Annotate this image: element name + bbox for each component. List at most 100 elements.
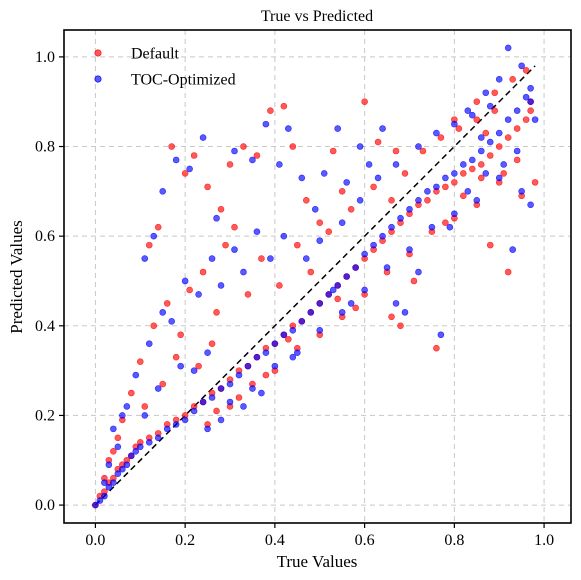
- chart-title: True vs Predicted: [261, 8, 373, 25]
- reference-line: [94, 65, 536, 506]
- data-point: [486, 241, 494, 249]
- data-point: [424, 197, 431, 204]
- data-point: [128, 452, 135, 460]
- data-point: [262, 349, 270, 356]
- data-point: [168, 318, 175, 325]
- data-point: [401, 170, 409, 177]
- data-point: [482, 89, 490, 97]
- data-point: [334, 295, 341, 303]
- legend-label: TOC-Optimized: [131, 72, 236, 89]
- data-point: [172, 156, 180, 164]
- data-point: [136, 358, 144, 365]
- data-point: [276, 282, 283, 289]
- data-point: [446, 223, 454, 231]
- data-point: [163, 300, 171, 307]
- data-point: [522, 116, 530, 123]
- data-point: [145, 439, 153, 446]
- data-point: [527, 98, 534, 106]
- data-point: [235, 394, 243, 401]
- data-point: [271, 340, 279, 348]
- data-point: [415, 268, 422, 276]
- data-point: [406, 246, 413, 253]
- data-point: [334, 125, 341, 132]
- data-point: [509, 246, 516, 253]
- data-point: [253, 353, 261, 361]
- data-point: [338, 188, 346, 195]
- data-point: [235, 371, 243, 379]
- data-point: [168, 143, 175, 150]
- data-point: [415, 197, 422, 204]
- x-tick-label: 0.0: [85, 532, 105, 549]
- data-point: [531, 116, 539, 123]
- data-point: [460, 170, 467, 177]
- data-point: [468, 165, 476, 173]
- data-point: [370, 241, 377, 249]
- legend-marker: [94, 49, 102, 57]
- data-point: [361, 286, 368, 294]
- y-tick-label: 1.0: [35, 49, 55, 66]
- data-point: [388, 313, 395, 321]
- data-point: [442, 183, 449, 191]
- data-point: [504, 44, 512, 52]
- data-point: [132, 447, 140, 455]
- data-point: [486, 102, 494, 110]
- data-point: [105, 461, 113, 469]
- data-point: [244, 291, 252, 298]
- y-tick-label: 0.0: [35, 497, 55, 514]
- data-point: [451, 210, 458, 218]
- data-point: [473, 98, 481, 106]
- data-point: [316, 300, 324, 307]
- data-point: [199, 134, 207, 141]
- data-point: [289, 326, 297, 334]
- data-point: [145, 241, 153, 249]
- data-point: [249, 385, 256, 392]
- data-point: [289, 143, 297, 150]
- data-point: [271, 362, 279, 370]
- data-point: [244, 362, 252, 370]
- data-point: [231, 147, 238, 155]
- data-point: [356, 197, 364, 204]
- data-point: [460, 161, 467, 168]
- data-point: [96, 497, 104, 504]
- data-point: [352, 264, 359, 271]
- data-point: [424, 188, 431, 195]
- data-point: [298, 318, 306, 325]
- data-point: [217, 416, 225, 424]
- data-point: [513, 107, 521, 114]
- data-point: [240, 403, 247, 410]
- data-point: [145, 340, 153, 348]
- data-point: [468, 111, 476, 119]
- data-point: [468, 156, 476, 164]
- data-point: [213, 214, 220, 222]
- data-point: [347, 300, 355, 307]
- data-point: [527, 201, 534, 209]
- data-point: [428, 223, 436, 231]
- data-point: [397, 322, 404, 330]
- data-point: [495, 76, 503, 83]
- data-point: [451, 120, 458, 128]
- data-point: [208, 394, 216, 401]
- data-point: [186, 286, 193, 294]
- data-point: [383, 264, 391, 271]
- data-point: [338, 219, 346, 227]
- data-point: [392, 147, 400, 155]
- data-point: [163, 425, 171, 433]
- data-point: [276, 161, 283, 168]
- data-point: [365, 161, 373, 168]
- data-point: [316, 326, 324, 334]
- data-point: [419, 147, 427, 155]
- legend: Default TOC-Optimized: [94, 46, 236, 89]
- data-point: [285, 335, 292, 343]
- x-tick-label: 0.2: [175, 532, 195, 549]
- data-point: [316, 237, 324, 244]
- data-point: [159, 380, 167, 388]
- data-point: [123, 403, 131, 410]
- data-points: [92, 44, 539, 509]
- data-point: [105, 483, 113, 491]
- data-point: [437, 134, 445, 141]
- data-point: [347, 205, 355, 213]
- data-point: [114, 470, 122, 478]
- data-point: [114, 434, 122, 442]
- data-point: [316, 219, 324, 227]
